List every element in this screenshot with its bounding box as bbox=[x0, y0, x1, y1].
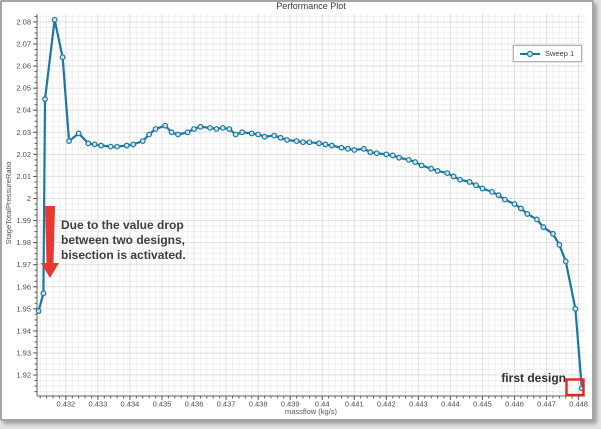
note-line-3: bisection is activated. bbox=[61, 248, 186, 262]
svg-text:2: 2 bbox=[27, 194, 31, 203]
legend-label: Sweep 1 bbox=[545, 49, 575, 58]
svg-text:0.434: 0.434 bbox=[121, 400, 140, 409]
svg-text:2.05: 2.05 bbox=[16, 84, 31, 93]
svg-text:0.442: 0.442 bbox=[377, 400, 396, 409]
note-line-1: Due to the value drop bbox=[61, 218, 184, 232]
svg-text:2.04: 2.04 bbox=[16, 106, 31, 115]
svg-text:2.06: 2.06 bbox=[16, 62, 31, 71]
series-markers bbox=[35, 16, 585, 392]
bisection-arrow bbox=[41, 206, 59, 278]
svg-text:1.95: 1.95 bbox=[16, 304, 31, 313]
svg-text:2.03: 2.03 bbox=[16, 128, 31, 137]
svg-text:0.443: 0.443 bbox=[409, 400, 428, 409]
svg-text:0.44: 0.44 bbox=[315, 400, 330, 409]
legend[interactable]: Sweep 1 bbox=[511, 44, 584, 63]
svg-text:0.435: 0.435 bbox=[153, 400, 172, 409]
legend-line-sample bbox=[520, 50, 540, 57]
annotation-first-design: first design bbox=[501, 371, 566, 385]
x-axis-title: massflow (kg/s) bbox=[284, 407, 338, 416]
svg-text:2.01: 2.01 bbox=[16, 172, 31, 181]
svg-text:0.445: 0.445 bbox=[473, 400, 492, 409]
svg-text:0.448: 0.448 bbox=[569, 400, 588, 409]
svg-text:0.437: 0.437 bbox=[217, 400, 236, 409]
svg-text:0.441: 0.441 bbox=[345, 400, 364, 409]
svg-text:0.439: 0.439 bbox=[281, 400, 300, 409]
svg-text:0.446: 0.446 bbox=[505, 400, 524, 409]
annotation-note: Due to the value drop between two design… bbox=[61, 218, 186, 263]
svg-text:2.07: 2.07 bbox=[16, 40, 31, 49]
svg-text:1.92: 1.92 bbox=[16, 371, 31, 380]
first-design-box bbox=[565, 378, 585, 397]
svg-text:1.96: 1.96 bbox=[16, 282, 31, 291]
svg-text:2.08: 2.08 bbox=[16, 17, 31, 26]
chart-title: Performance Plot bbox=[276, 1, 346, 11]
note-line-2: between two designs, bbox=[61, 233, 186, 247]
svg-text:1.94: 1.94 bbox=[16, 326, 31, 335]
svg-text:2.02: 2.02 bbox=[16, 150, 31, 159]
svg-text:1.97: 1.97 bbox=[16, 260, 31, 269]
y-axis-title: StageTotalPressureRatio bbox=[4, 161, 13, 245]
svg-text:1.98: 1.98 bbox=[16, 238, 31, 247]
svg-text:1.99: 1.99 bbox=[16, 216, 31, 225]
svg-text:0.432: 0.432 bbox=[56, 400, 75, 409]
svg-text:0.433: 0.433 bbox=[88, 400, 107, 409]
svg-text:0.438: 0.438 bbox=[249, 400, 268, 409]
svg-text:0.436: 0.436 bbox=[185, 400, 204, 409]
svg-text:0.444: 0.444 bbox=[441, 400, 460, 409]
svg-text:1.93: 1.93 bbox=[16, 348, 31, 357]
svg-text:0.447: 0.447 bbox=[537, 400, 556, 409]
